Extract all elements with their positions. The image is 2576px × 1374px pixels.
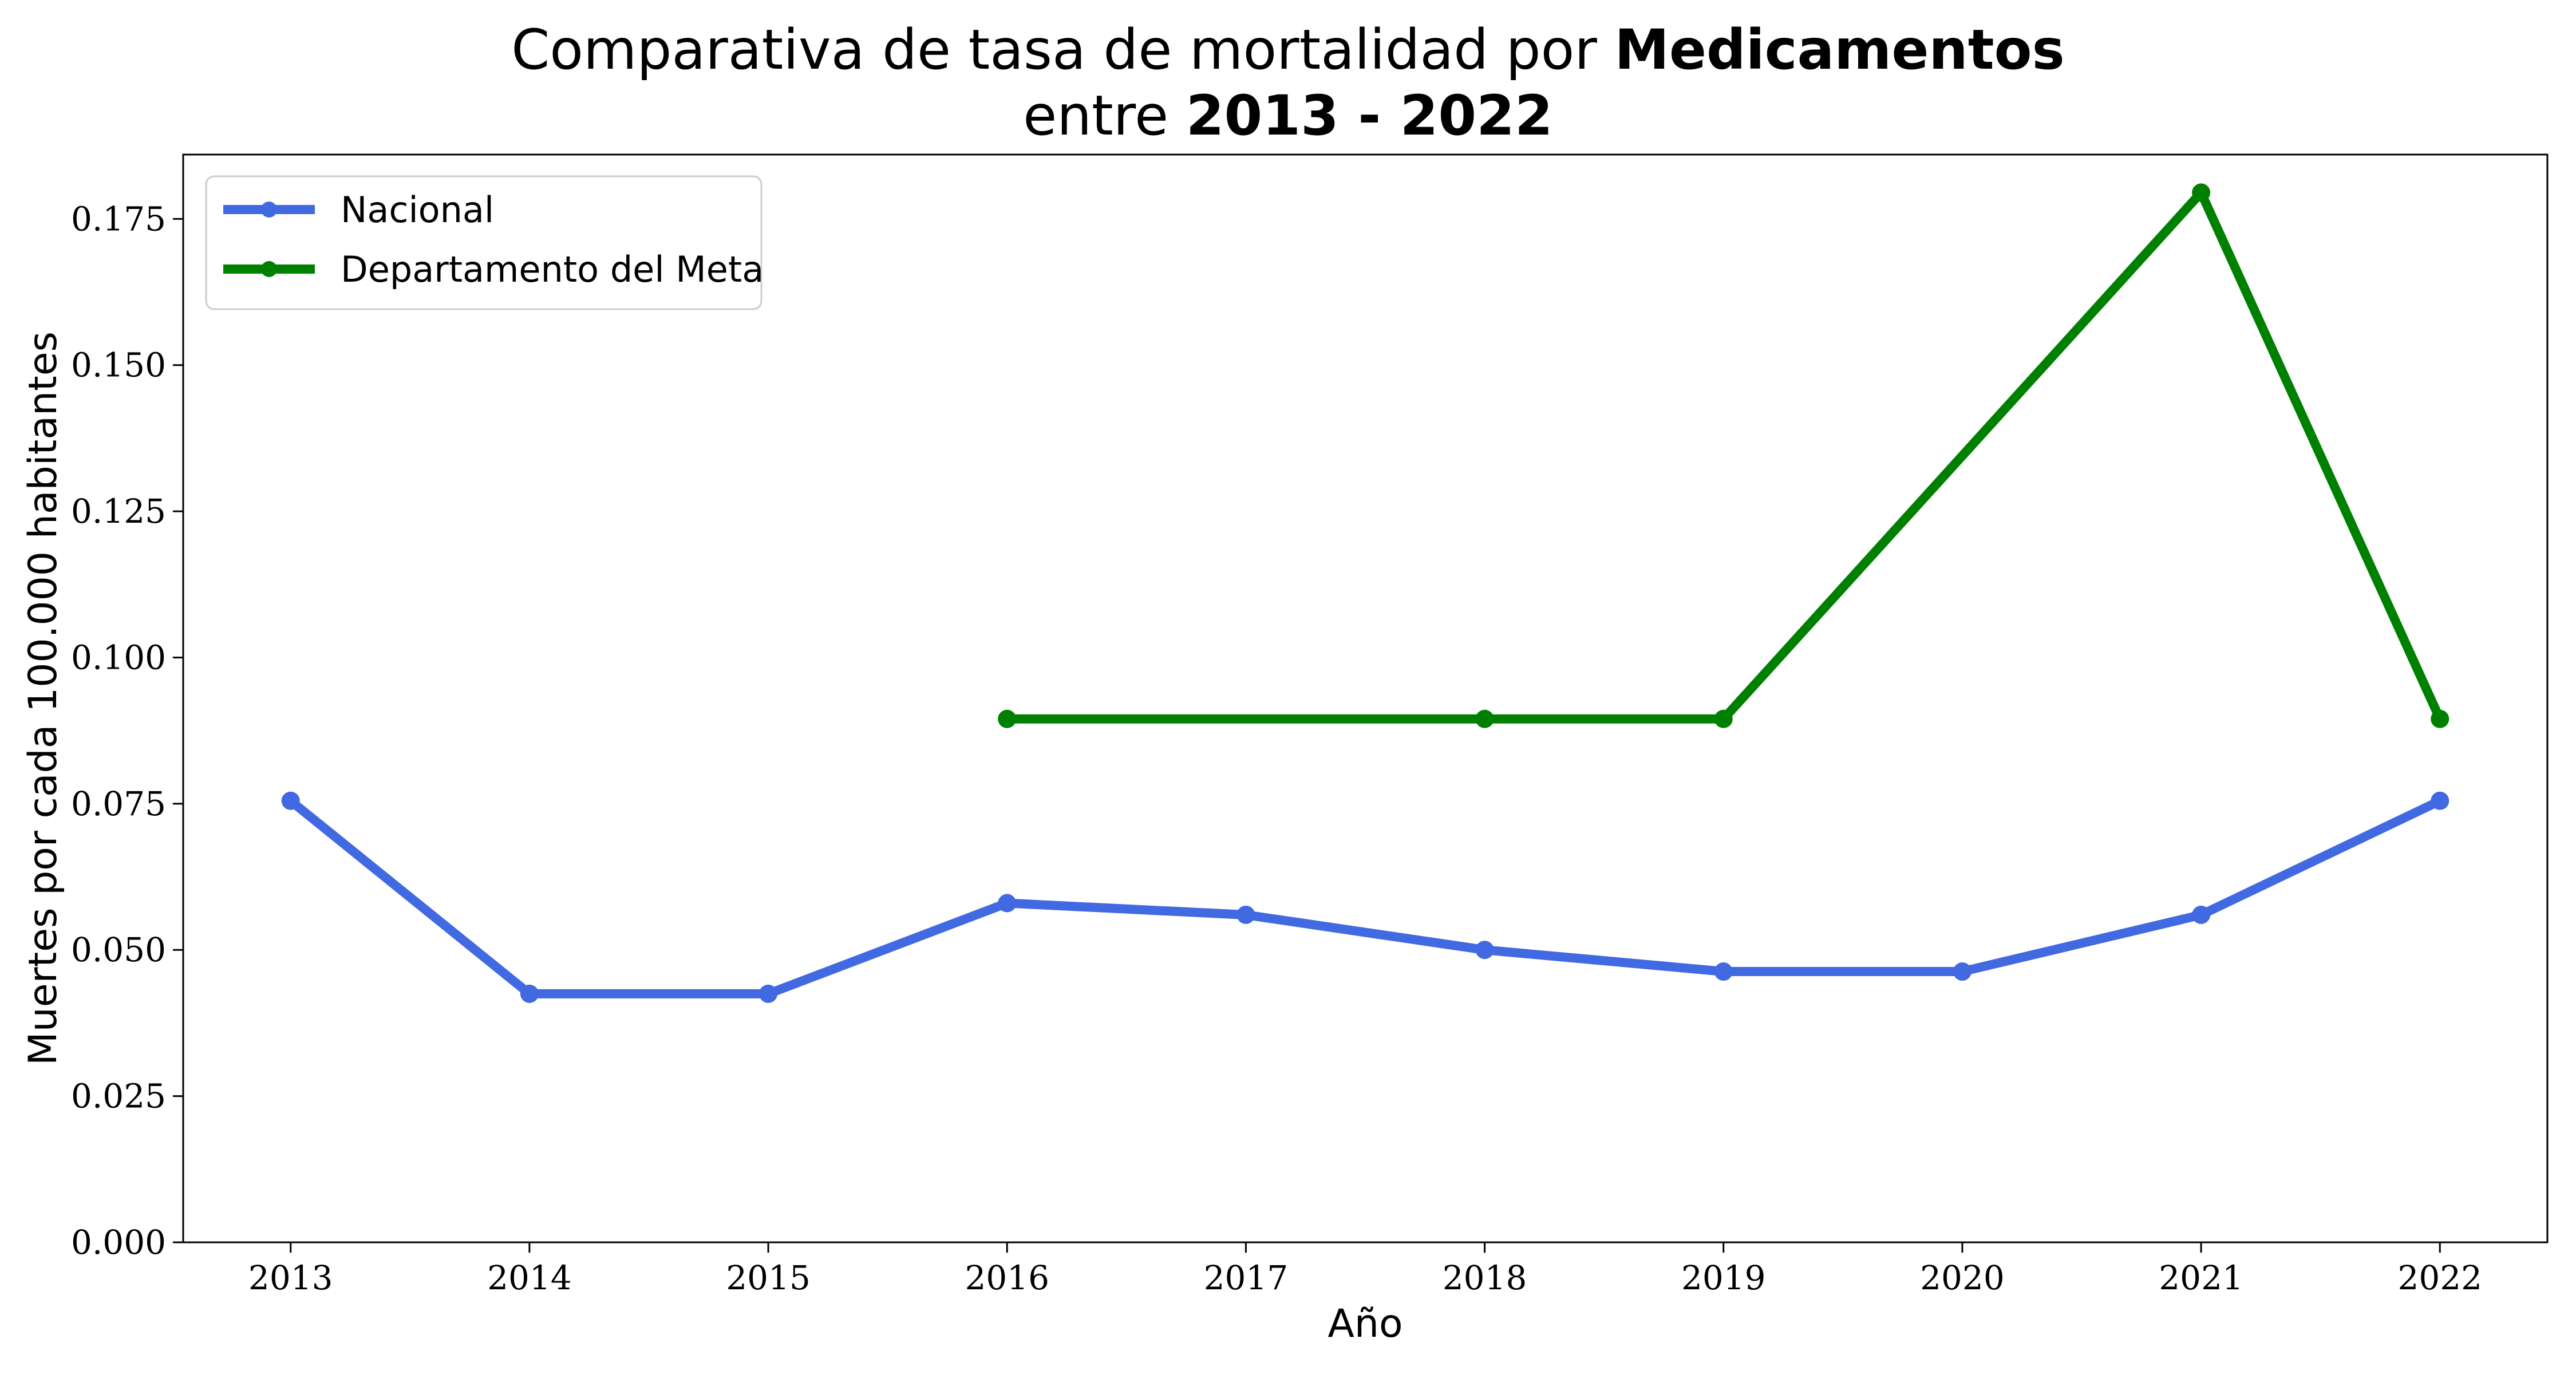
data-point-nacional-2017 <box>1236 905 1255 924</box>
legend-label-nacional: Nacional <box>341 189 494 231</box>
data-point-departamento-del-meta-2016 <box>998 709 1017 728</box>
x-tick-label-2014: 2014 <box>487 1258 572 1297</box>
y-axis-label: Muertes por cada 100.000 habitantes <box>21 331 66 1065</box>
x-axis-ticks: 2013 2014 2015 2016 2017 2018 2019 2020 2021 2022 <box>248 1242 2482 1297</box>
data-point-nacional-2020 <box>1953 962 1971 981</box>
legend-marker-nacional <box>261 202 277 218</box>
x-tick-label-2018: 2018 <box>1443 1258 1527 1297</box>
chart-title-line-2: entre 2013 - 2022 <box>1023 84 1553 148</box>
data-point-nacional-2014 <box>520 984 539 1003</box>
data-point-nacional-2013 <box>281 791 300 810</box>
x-tick-label-2020: 2020 <box>1920 1258 2005 1297</box>
legend-marker-meta <box>261 261 277 277</box>
x-tick-label-2017: 2017 <box>1204 1258 1289 1297</box>
series-layer <box>281 183 2449 1003</box>
x-tick-label-2016: 2016 <box>965 1258 1049 1297</box>
y-tick-label-0.100: 0.100 <box>71 638 166 677</box>
legend-label-meta: Departamento del Meta <box>341 248 764 290</box>
y-axis-ticks: 0.000 0.025 0.050 0.075 0.100 0.125 0.150 0.175 <box>71 199 183 1262</box>
y-tick-label-0.150: 0.150 <box>71 346 166 385</box>
data-point-departamento-del-meta-2018 <box>1475 709 1494 728</box>
chart-title-highlight: Medicamentos <box>1614 18 2064 82</box>
data-point-nacional-2021 <box>2192 905 2211 924</box>
plot-area-frame <box>182 153 2549 1243</box>
x-axis-label: Año <box>1327 1301 1402 1347</box>
data-point-nacional-2022 <box>2431 791 2449 810</box>
x-tick-label-2021: 2021 <box>2159 1258 2243 1297</box>
y-tick-label-0.050: 0.050 <box>71 930 166 969</box>
y-tick-label-0.175: 0.175 <box>71 199 166 238</box>
data-point-departamento-del-meta-2021 <box>2192 183 2211 202</box>
series-line-departamento-del-meta <box>1002 188 2445 724</box>
series-departamento-del-meta <box>998 183 2449 728</box>
data-point-nacional-2018 <box>1475 941 1494 960</box>
x-tick-label-2015: 2015 <box>726 1258 811 1297</box>
chart-title-line-1: Comparativa de tasa de mortalidad por Me… <box>511 18 2065 82</box>
legend-box <box>205 175 762 310</box>
y-tick-label-0.000: 0.000 <box>71 1223 166 1262</box>
x-tick-label-2022: 2022 <box>2397 1258 2482 1297</box>
series-line-nacional <box>286 796 2445 998</box>
y-tick-label-0.075: 0.075 <box>71 784 166 823</box>
data-point-nacional-2015 <box>759 984 778 1003</box>
y-tick-label-0.125: 0.125 <box>71 492 166 531</box>
x-tick-label-2013: 2013 <box>248 1258 333 1297</box>
series-nacional <box>281 791 2449 1003</box>
chart-subtitle-prefix: entre <box>1023 84 1186 148</box>
data-point-departamento-del-meta-2022 <box>2431 709 2449 728</box>
data-point-nacional-2016 <box>998 894 1017 913</box>
x-tick-label-2019: 2019 <box>1681 1258 1766 1297</box>
data-point-nacional-2019 <box>1714 962 1733 981</box>
y-tick-label-0.025: 0.025 <box>71 1077 166 1116</box>
chart-subtitle-range: 2013 - 2022 <box>1186 84 1553 148</box>
chart-title-prefix: Comparativa de tasa de mortalidad por <box>511 18 1614 82</box>
data-point-departamento-del-meta-2019 <box>1714 709 1733 728</box>
legend: Nacional Departamento del Meta <box>205 175 764 310</box>
